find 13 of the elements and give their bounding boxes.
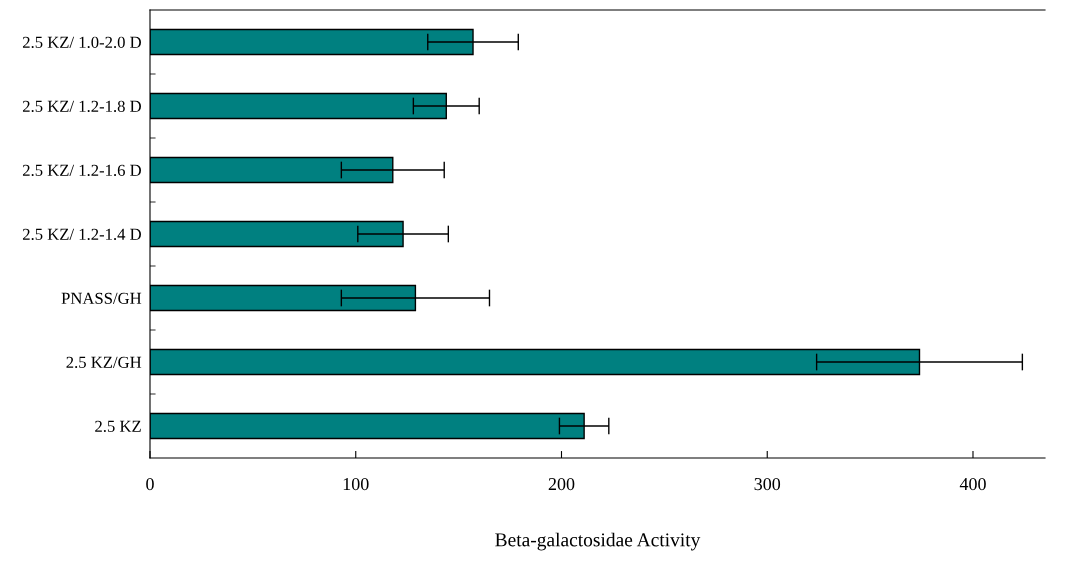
y-tick-label: 2.5 KZ/ 1.2-1.4 D bbox=[22, 228, 141, 241]
x-axis-title: Beta-galactosidae Activity bbox=[495, 532, 701, 551]
y-tick-label: 2.5 KZ/ 1.2-1.8 D bbox=[22, 100, 141, 113]
y-tick-label: 2.5 KZ/ 1.0-2.0 D bbox=[22, 36, 141, 49]
x-tick-label: 200 bbox=[548, 477, 575, 491]
x-tick-label: 400 bbox=[959, 477, 986, 491]
y-tick-label: PNASS/GH bbox=[61, 292, 142, 304]
x-tick-label: 300 bbox=[754, 477, 781, 491]
x-tick-label: 100 bbox=[343, 477, 369, 491]
y-tick-label: 2.5 KZ bbox=[95, 420, 141, 433]
y-tick-label: 2.5 KZ/GH bbox=[66, 356, 142, 369]
y-tick-label: 2.5 KZ/ 1.2-1.6 D bbox=[22, 164, 141, 177]
x-tick-label: 0 bbox=[146, 477, 154, 491]
